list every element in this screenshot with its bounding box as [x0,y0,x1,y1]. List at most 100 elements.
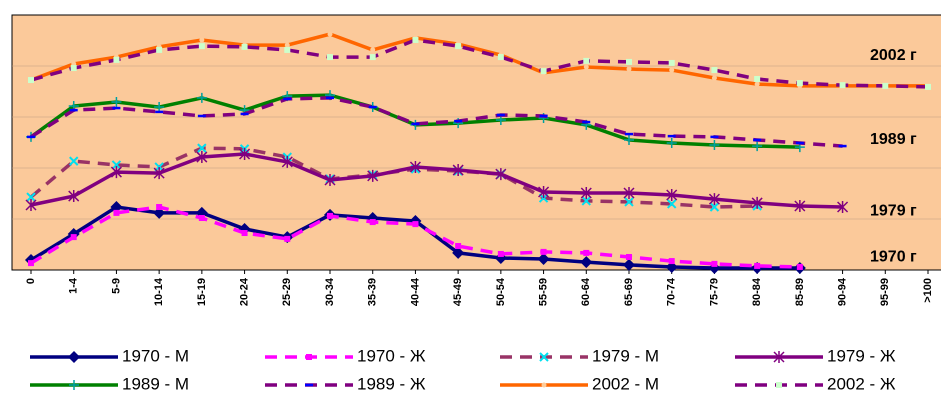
marker [711,75,717,81]
legend-label: 1970 - Ж [357,346,426,365]
marker [412,36,419,43]
marker [110,166,122,179]
legend-label: 2002 - Ж [827,374,896,393]
legend-marker [69,380,79,390]
marker [540,68,547,75]
marker [111,160,122,170]
marker [497,250,504,257]
legend-item: 1970 - Ж [265,346,426,365]
legend-marker [776,382,782,388]
marker [668,258,675,265]
legend-label: 2002 - М [592,374,659,393]
marker [494,252,507,265]
annotation: 1989 г [870,131,917,148]
marker [369,54,376,61]
x-tick-label: 5-9 [110,278,122,294]
marker [241,230,248,237]
marker [583,64,589,70]
x-tick-label: 30-34 [324,277,336,306]
plot-area [11,14,941,271]
marker [113,56,120,63]
marker [796,80,803,87]
legend-item: 1970 - М [30,346,189,365]
series [28,31,931,89]
marker [69,156,79,166]
marker [324,173,336,186]
annotation: 1970 г [870,248,917,265]
marker [626,66,632,72]
marker [196,151,208,164]
marker [623,258,635,271]
marker [709,202,720,212]
marker [241,43,248,50]
marker [327,212,333,219]
x-tick-label: 25-29 [281,278,293,306]
series-line [30,96,843,148]
marker [26,192,36,202]
marker [839,82,846,89]
x-tick-label: 55-59 [537,278,549,306]
x-tick-label: 1-4 [68,277,80,294]
marker [540,248,547,255]
legend-label: 1989 - Ж [357,374,426,393]
marker [541,382,547,388]
marker [327,54,333,61]
x-tick-label: 85-89 [794,278,806,306]
marker [711,67,718,74]
marker [667,199,677,209]
marker [925,83,931,90]
marker [495,168,507,181]
marker [624,197,634,207]
x-tick-label: 75-79 [708,278,720,306]
x-tick-label: 70-74 [666,277,678,306]
marker [198,43,205,50]
marker [539,352,549,362]
marker [580,186,592,199]
marker [583,249,590,256]
legend-label: 1989 - М [122,374,189,393]
marker [666,138,677,149]
marker [367,169,379,182]
marker [796,263,803,270]
marker [327,31,333,37]
marker [452,246,465,259]
x-tick-label: 20-24 [238,277,250,306]
legend-marker [68,351,80,363]
legend-item: 2002 - М [500,374,659,393]
series [28,36,931,90]
marker [153,167,165,180]
marker [28,260,34,267]
marker [455,243,462,250]
marker [409,160,421,173]
series-line [30,38,929,89]
legend-label: 1979 - М [592,346,659,365]
x-tick-label: >100 [922,278,934,303]
marker [281,155,293,168]
x-tick-label: 80-84 [751,277,763,306]
legend-item: 2002 - Ж [735,374,896,393]
marker [113,209,120,216]
legend-item: 1989 - Ж [265,374,426,393]
marker [369,219,376,226]
marker [69,380,79,390]
legend-label: 1970 - М [122,346,189,365]
marker [239,147,251,160]
annotation: 1979 г [870,203,917,220]
marker [709,140,720,151]
marker [284,235,291,242]
series-line [30,32,928,88]
marker [754,262,761,269]
x-tick-label: 15-19 [196,278,208,306]
marker [538,185,550,198]
x-tick-label: 65-69 [623,278,635,306]
legend-marker [541,382,547,388]
annotation: 2002 г [870,47,917,64]
marker [455,43,462,50]
marker [773,351,785,363]
marker [626,253,632,260]
marker [370,47,376,53]
marker [583,57,590,64]
x-tick-label: 60-64 [580,277,592,306]
legend-marker [773,351,785,363]
legend-label: 1979 - Ж [827,346,896,365]
